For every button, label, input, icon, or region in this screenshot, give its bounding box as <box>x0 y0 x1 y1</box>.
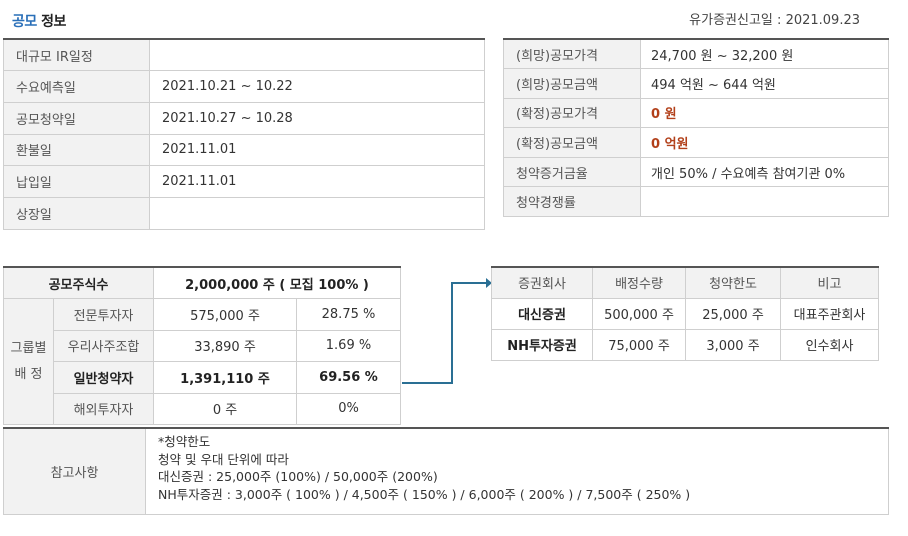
table-row: 우리사주조합 33,890 주 1.69 % <box>4 329 401 362</box>
schedule-value: 2021.11.01 <box>149 133 485 167</box>
table-row: 청약증거금율 개인 50% / 수요예측 참여기관 0% <box>503 156 889 188</box>
schedule-label: 대규모 IR일정 <box>3 38 150 72</box>
investor-type: 우리사주조합 <box>53 329 154 362</box>
table-row: (희망)공모가격 24,700 원 ~ 32,200 원 <box>503 38 889 70</box>
group-label-line2: 배 정 <box>14 366 43 382</box>
schedule-value: 2021.11.01 <box>149 165 485 198</box>
underwriter-firm: 대신증권 <box>491 297 593 330</box>
filing-label: 유가증권신고일 <box>689 13 773 28</box>
table-header-row: 증권회사 배정수량 청약한도 비고 <box>491 266 879 299</box>
investor-pct: 69.56 % <box>296 361 401 394</box>
note-line: *청약한도 <box>158 434 211 449</box>
page-title: 공모 정보 <box>12 11 66 31</box>
group-label-line1: 그룹별 <box>10 340 47 356</box>
table-row: 납입일 2021.11.01 <box>3 165 485 198</box>
schedule-label: 수요예측일 <box>3 70 150 103</box>
schedule-value: 2021.10.21 ~ 10.22 <box>149 70 485 103</box>
notes-label: 참고사항 <box>3 427 146 515</box>
investor-shares: 1,391,110 주 <box>153 361 297 394</box>
underwriter-allotment: 500,000 주 <box>592 297 686 330</box>
price-label: (확정)공모금액 <box>503 127 641 158</box>
note-line: 대신증권 : 25,000주 (100%) / 50,000주 (200%) <box>158 469 438 484</box>
underwriter-note: 대표주관회사 <box>780 297 879 330</box>
investor-pct: 0% <box>296 392 401 425</box>
table-row: (확정)공모금액 0 억원 <box>503 127 889 158</box>
price-label: (희망)공모금액 <box>503 68 641 99</box>
price-label: 청약경쟁률 <box>503 186 641 218</box>
table-row: 수요예측일 2021.10.21 ~ 10.22 <box>3 70 485 103</box>
column-header: 배정수량 <box>592 266 686 299</box>
column-header: 증권회사 <box>491 266 593 299</box>
schedule-value <box>149 196 485 230</box>
table-row: 대신증권 500,000 주 25,000 주 대표주관회사 <box>491 297 879 330</box>
table-row: 청약경쟁률 <box>503 186 889 218</box>
investor-type: 일반청약자 <box>53 361 154 394</box>
table-row: 대규모 IR일정 <box>3 38 485 72</box>
column-header: 청약한도 <box>685 266 781 299</box>
schedule-label: 공모청약일 <box>3 101 150 135</box>
note-line: 청약 및 우대 단위에 따라 <box>158 451 289 467</box>
underwriter-firm: NH투자증권 <box>491 328 593 361</box>
price-label: 청약증거금율 <box>503 156 641 188</box>
price-label: (희망)공모가격 <box>503 38 641 70</box>
table-row: (확정)공모가격 0 원 <box>503 97 889 129</box>
investor-type: 해외투자자 <box>53 392 154 425</box>
investor-shares: 0 주 <box>153 392 297 425</box>
underwriter-allotment: 75,000 주 <box>592 328 686 361</box>
title-accent: 공모 <box>12 14 37 30</box>
investor-pct: 28.75 % <box>296 298 401 331</box>
schedule-label: 상장일 <box>3 196 150 230</box>
column-header: 비고 <box>780 266 879 299</box>
underwriter-note: 인수회사 <box>780 328 879 361</box>
table-row: 그룹별 배 정 전문투자자 575,000 주 28.75 % <box>3 298 401 425</box>
schedule-label: 납입일 <box>3 165 150 198</box>
schedule-value: 2021.10.27 ~ 10.28 <box>149 101 485 135</box>
table-row: 일반청약자 1,391,110 주 69.56 % <box>4 361 401 394</box>
investor-shares: 33,890 주 <box>153 329 297 362</box>
filing-date-info: 유가증권신고일 : 2021.09.23 <box>689 9 860 28</box>
total-shares-label: 공모주식수 <box>3 266 154 299</box>
connector-arrow-icon <box>402 278 492 384</box>
underwriter-limit: 3,000 주 <box>685 328 781 361</box>
filing-date: 2021.09.23 <box>785 13 860 28</box>
confirmed-amount-value: 0 억원 <box>640 127 889 158</box>
investor-pct: 1.69 % <box>296 329 401 362</box>
price-value: 24,700 원 ~ 32,200 원 <box>640 38 889 70</box>
notes-content: *청약한도 청약 및 우대 단위에 따라 대신증권 : 25,000주 (100… <box>145 427 889 515</box>
notes-table: 참고사항 *청약한도 청약 및 우대 단위에 따라 대신증권 : 25,000주… <box>3 427 889 515</box>
schedule-label: 환불일 <box>3 133 150 167</box>
price-table: (희망)공모가격 24,700 원 ~ 32,200 원 (희망)공모금액 49… <box>503 38 889 218</box>
title-rest: 정보 <box>36 14 66 30</box>
underwriter-table: 증권회사 배정수량 청약한도 비고 대신증권 500,000 주 25,000 … <box>491 266 879 361</box>
note-line: NH투자증권 : 3,000주 ( 100% ) / 4,500주 ( 150%… <box>158 486 691 502</box>
table-row: 해외투자자 0 주 0% <box>4 392 401 425</box>
schedule-value <box>149 38 485 72</box>
table-row: 상장일 <box>3 196 485 230</box>
table-row: NH투자증권 75,000 주 3,000 주 인수회사 <box>491 328 879 361</box>
price-value <box>640 186 889 218</box>
investor-type: 전문투자자 <box>53 298 154 331</box>
table-row: (희망)공모금액 494 억원 ~ 644 억원 <box>503 68 889 99</box>
table-row: 환불일 2021.11.01 <box>3 133 485 167</box>
confirmed-price-value: 0 원 <box>640 97 889 129</box>
underwriter-limit: 25,000 주 <box>685 297 781 330</box>
schedule-table: 대규모 IR일정 수요예측일 2021.10.21 ~ 10.22 공모청약일 … <box>3 38 485 230</box>
table-row: 공모주식수 2,000,000 주 ( 모집 100% ) <box>3 266 401 299</box>
table-row: 공모청약일 2021.10.27 ~ 10.28 <box>3 101 485 135</box>
investor-shares: 575,000 주 <box>153 298 297 331</box>
price-label: (확정)공모가격 <box>503 97 641 129</box>
table-row: 참고사항 *청약한도 청약 및 우대 단위에 따라 대신증권 : 25,000주… <box>3 427 889 515</box>
price-value: 494 억원 ~ 644 억원 <box>640 68 889 99</box>
price-value: 개인 50% / 수요예측 참여기관 0% <box>640 156 889 188</box>
offering-shares-table: 공모주식수 2,000,000 주 ( 모집 100% ) 그룹별 배 정 전문… <box>3 266 401 425</box>
filing-sep: : <box>772 13 786 28</box>
total-shares-value: 2,000,000 주 ( 모집 100% ) <box>153 266 401 299</box>
group-allocation-label: 그룹별 배 정 <box>3 298 54 425</box>
